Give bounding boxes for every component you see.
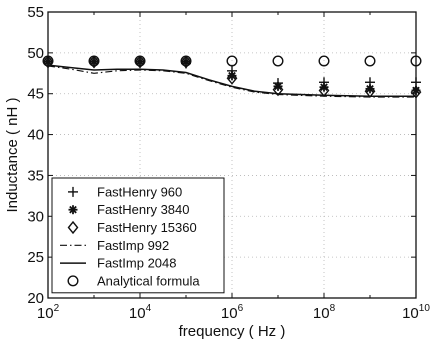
marker-shape <box>364 84 376 98</box>
series-line-fastimp-992 <box>47 65 416 98</box>
legend-marker-fasthenry-15360 <box>67 220 79 235</box>
marker-shape <box>226 71 238 85</box>
marker-shape <box>67 275 79 287</box>
y-tick-label: 35 <box>27 167 44 184</box>
marker-stroke <box>366 84 374 93</box>
y-tick-label: 55 <box>27 4 44 21</box>
legend-label-fastimp-992: FastImp 992 <box>97 238 169 253</box>
x-tick-label: 102 <box>37 303 60 322</box>
x-tick-label: 108 <box>313 303 336 322</box>
marker-stroke <box>320 83 328 91</box>
legend-marker-analytical-formula <box>67 275 79 287</box>
data-point-analytical-formula <box>226 55 238 67</box>
series-lines <box>47 64 416 98</box>
y-tick-label: 40 <box>27 127 44 144</box>
marker-stroke <box>69 205 77 214</box>
y-tick-label: 20 <box>27 290 44 307</box>
marker-shape <box>134 55 146 67</box>
y-axis-title: Inductance ( nH ) <box>4 97 21 212</box>
series-markers <box>42 55 422 99</box>
legend-label-fastimp-2048: FastImp 2048 <box>97 256 177 271</box>
legend: FastHenry 960 FastHenry 3840 FastHenry 153… <box>51 177 225 294</box>
data-point-analytical-formula <box>88 55 100 67</box>
marker-shape <box>134 55 146 69</box>
data-point-analytical-formula <box>134 55 146 67</box>
data-point-fasthenry-3840 <box>273 81 283 91</box>
marker-shape <box>272 83 284 97</box>
data-point-analytical-formula <box>318 55 330 67</box>
marker-shape <box>318 83 330 98</box>
marker-shape <box>272 55 284 67</box>
legend-label-fasthenry-960: FastHenry 960 <box>97 184 182 199</box>
data-point-fasthenry-15360 <box>180 55 192 69</box>
data-point-fasthenry-15360 <box>364 84 376 98</box>
marker-stroke <box>274 82 282 91</box>
x-axis-title: frequency ( Hz ) <box>179 323 286 340</box>
data-point-analytical-formula <box>364 55 376 67</box>
legend-label-fasthenry-15360: FastHenry 15360 <box>97 220 197 235</box>
data-point-analytical-formula <box>180 55 192 67</box>
marker-shape <box>67 220 79 235</box>
legend-label-analytical-formula: Analytical formula <box>97 273 200 288</box>
legend-box <box>51 177 225 294</box>
data-point-analytical-formula <box>272 55 284 67</box>
marker-stroke <box>228 71 236 80</box>
marker-shape <box>364 55 376 67</box>
grid <box>48 12 416 298</box>
x-tick-label: 1010 <box>402 303 430 322</box>
data-point-fasthenry-15360 <box>226 71 238 85</box>
marker-shape <box>318 55 330 67</box>
data-point-fasthenry-15360 <box>88 55 100 69</box>
legend-label-fasthenry-3840: FastHenry 3840 <box>97 202 190 217</box>
x-tick-label: 106 <box>221 303 244 322</box>
legend-marker-fasthenry-3840 <box>68 205 78 215</box>
y-tick-label: 50 <box>27 45 44 62</box>
y-tick-label: 25 <box>27 249 44 266</box>
tick-labels: 20 25 30 35 40 45 50 55 102 104 106 108 1010 <box>27 4 430 322</box>
marker-shape <box>88 55 100 67</box>
data-point-fasthenry-15360 <box>272 83 284 97</box>
marker-shape <box>180 55 192 69</box>
legend-marker-fasthenry-960 <box>68 186 78 197</box>
data-point-fasthenry-15360 <box>318 83 330 98</box>
data-point-fasthenry-15360 <box>134 55 146 69</box>
y-tick-label: 45 <box>27 86 44 103</box>
y-tick-label: 30 <box>27 208 44 225</box>
series-line-fastimp-2048 <box>47 64 416 97</box>
marker-shape <box>226 55 238 67</box>
marker-shape <box>180 55 192 67</box>
x-tick-label: 104 <box>129 303 152 322</box>
marker-shape <box>88 55 100 69</box>
axis-ticks <box>47 11 417 299</box>
